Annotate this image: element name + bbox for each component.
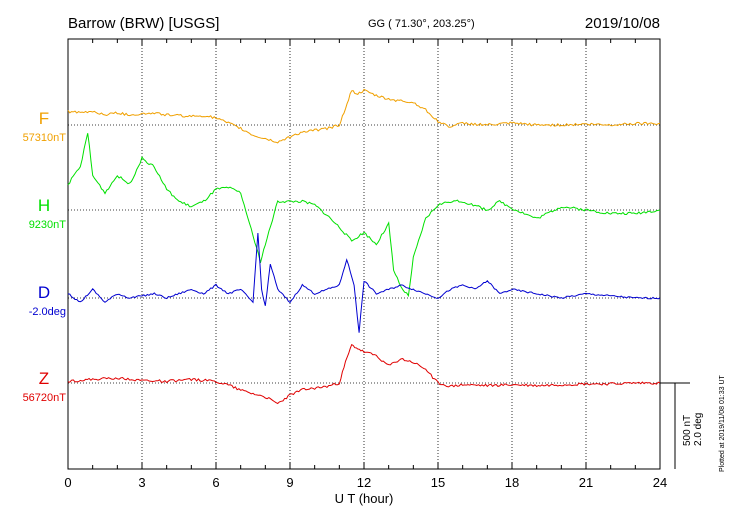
x-tick-label: 15 <box>431 475 445 490</box>
series-d <box>67 232 661 333</box>
coordinates-label: GG ( 71.30°, 203.25°) <box>368 18 475 30</box>
date-label: 2019/10/08 <box>585 15 660 32</box>
series-h <box>67 133 661 298</box>
x-tick-label: 3 <box>138 475 145 490</box>
plot-frame <box>67 38 661 470</box>
baselines <box>68 124 660 384</box>
x-tick-label: 9 <box>286 475 293 490</box>
baseline-label-f: 57310nT <box>23 132 67 144</box>
series-name-z: Z <box>39 369 49 388</box>
x-tick-label: 12 <box>357 475 371 490</box>
component-labels: F 57310nT H 9230nT D -2.0deg Z 56720nT <box>23 109 67 404</box>
baseline-label-d: -2.0deg <box>29 306 66 318</box>
x-tick-label: 0 <box>64 475 71 490</box>
baseline-label-z: 56720nT <box>23 392 67 404</box>
x-axis-title: U T (hour) <box>335 491 394 506</box>
baseline-label-h: 9230nT <box>29 219 67 231</box>
x-tick-label: 18 <box>505 475 519 490</box>
scale-label-deg: 2.0 deg <box>693 413 704 446</box>
x-tick-label: 21 <box>579 475 593 490</box>
grid-lines <box>141 39 587 469</box>
plotted-note: Plotted at 2019/11/08 01:33 UT <box>719 375 726 472</box>
x-tick-label: 6 <box>212 475 219 490</box>
x-axis-ticks: 0 3 6 9 12 15 18 21 24 <box>64 39 667 490</box>
series-name-f: F <box>39 109 49 128</box>
series-lines <box>67 88 661 405</box>
series-name-h: H <box>38 196 50 215</box>
series-f <box>67 88 661 144</box>
series-name-d: D <box>38 283 50 302</box>
series-z <box>67 343 661 405</box>
station-title: Barrow (BRW) [USGS] <box>68 15 219 32</box>
x-tick-label: 24 <box>653 475 667 490</box>
scale-label-nt: 500 nT <box>682 415 693 446</box>
